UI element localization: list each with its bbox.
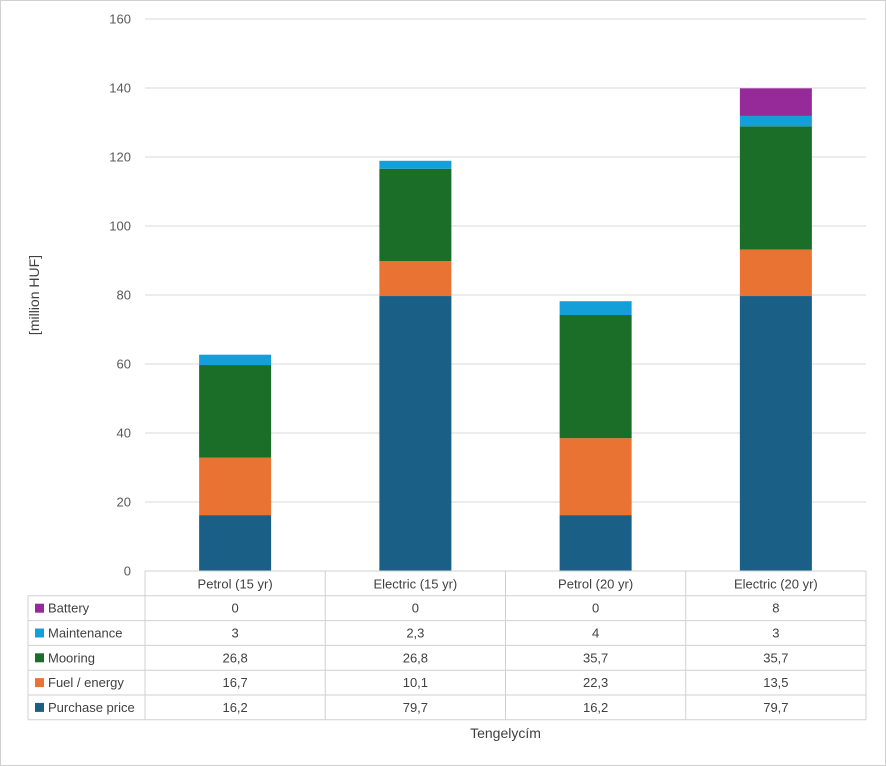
- y-tick-label: 140: [109, 81, 131, 96]
- legend-key-purchase-price: [35, 702, 44, 712]
- legend-key-mooring: [35, 653, 44, 663]
- data-label: 2,3: [406, 626, 424, 641]
- data-label: 3: [232, 626, 239, 641]
- data-label: 0: [232, 601, 239, 616]
- legend-label: Purchase price: [48, 700, 135, 715]
- y-tick-label: 40: [117, 426, 131, 441]
- data-label: 16,2: [222, 700, 247, 715]
- bar-fuel-energy: [199, 457, 272, 516]
- bar-mooring: [559, 315, 632, 439]
- bar-purchase-price: [379, 296, 452, 571]
- bar-purchase-price: [199, 515, 272, 571]
- data-label: 0: [592, 601, 599, 616]
- bar-fuel-energy: [739, 249, 812, 297]
- legend-label: Maintenance: [48, 626, 122, 641]
- bar-maintenance: [199, 354, 272, 366]
- bar-maintenance: [379, 160, 452, 169]
- legend-key-battery: [35, 603, 44, 613]
- bar-purchase-price: [739, 296, 812, 571]
- y-tick-label: 120: [109, 150, 131, 165]
- category-label: Petrol (20 yr): [558, 576, 633, 591]
- category-label: Electric (20 yr): [734, 576, 818, 591]
- y-tick-label: 80: [117, 288, 131, 303]
- y-tick-label: 160: [109, 12, 131, 27]
- bar-maintenance: [559, 301, 632, 316]
- bar-maintenance: [739, 115, 812, 127]
- category-label: Electric (15 yr): [373, 576, 457, 591]
- bar-mooring: [379, 168, 452, 262]
- bar-battery: [739, 88, 812, 116]
- y-tick-label: 20: [117, 495, 131, 510]
- bar-purchase-price: [559, 515, 632, 571]
- data-label: 35,7: [763, 650, 788, 665]
- legend-key-fuel-energy: [35, 678, 44, 688]
- data-label: 3: [772, 626, 779, 641]
- legend-label: Battery: [48, 601, 90, 616]
- y-tick-label: 0: [124, 564, 131, 579]
- data-label: 79,7: [763, 700, 788, 715]
- data-label: 16,2: [583, 700, 608, 715]
- data-label: 26,8: [403, 650, 428, 665]
- y-tick-label: 60: [117, 357, 131, 372]
- y-tick-label: 100: [109, 219, 131, 234]
- data-label: 16,7: [222, 675, 247, 690]
- data-label: 4: [592, 626, 599, 641]
- data-label: 13,5: [763, 675, 788, 690]
- x-axis-title: Tengelycím: [470, 725, 541, 741]
- bar-fuel-energy: [379, 261, 452, 297]
- data-label: 0: [412, 601, 419, 616]
- legend-label: Mooring: [48, 650, 95, 665]
- bar-mooring: [199, 365, 272, 458]
- data-label: 35,7: [583, 650, 608, 665]
- bar-fuel-energy: [559, 438, 632, 516]
- data-label: 26,8: [222, 650, 247, 665]
- legend-key-maintenance: [35, 628, 44, 638]
- y-axis-title: [million HUF]: [26, 255, 42, 335]
- data-label: 8: [772, 601, 779, 616]
- data-label: 22,3: [583, 675, 608, 690]
- data-label: 79,7: [403, 700, 428, 715]
- category-label: Petrol (15 yr): [198, 576, 273, 591]
- legend-label: Fuel / energy: [48, 675, 124, 690]
- data-label: 10,1: [403, 675, 428, 690]
- bar-mooring: [739, 126, 812, 250]
